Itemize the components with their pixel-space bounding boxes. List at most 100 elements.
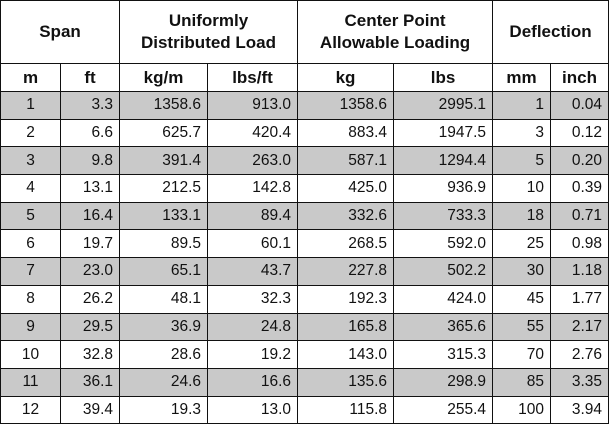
cell: 315.3 <box>392 340 494 369</box>
header-text: Uniformly <box>168 11 249 30</box>
cell: 9.8 <box>60 146 120 176</box>
cell: 10 <box>492 174 552 203</box>
cell: 1 <box>492 91 552 120</box>
data-row: 1 3.3 1358.6 913.0 1358.6 2995.1 1 0.04 <box>0 91 609 120</box>
data-row: 11 36.1 24.6 16.6 135.6 298.9 85 3.35 <box>0 367 609 397</box>
cell: 332.6 <box>297 201 394 231</box>
cell: 936.9 <box>392 174 494 203</box>
cell: 0.04 <box>550 91 609 120</box>
cell: 19.2 <box>207 340 298 369</box>
cell: 16.4 <box>60 201 120 231</box>
cell: 36.1 <box>60 367 120 397</box>
cell: 425.0 <box>297 174 394 203</box>
cell: 3.35 <box>550 367 609 397</box>
data-row: 7 23.0 65.1 43.7 227.8 502.2 30 1.18 <box>0 257 609 286</box>
data-row: 3 9.8 391.4 263.0 587.1 1294.4 5 0.20 <box>0 146 609 176</box>
data-row: 5 16.4 133.1 89.4 332.6 733.3 18 0.71 <box>0 201 609 231</box>
cell: 60.1 <box>207 229 298 259</box>
cell: 85 <box>492 367 552 397</box>
cell: 212.5 <box>119 174 208 203</box>
cell: 55 <box>492 312 552 342</box>
cell: 255.4 <box>392 395 494 425</box>
cell: 142.8 <box>207 174 298 203</box>
cell: 133.1 <box>119 201 208 231</box>
cell: 3.94 <box>550 395 609 425</box>
cell: 89.5 <box>119 229 208 259</box>
cell: 45 <box>492 284 552 314</box>
cell: 1.18 <box>550 257 609 286</box>
cell: 39.4 <box>60 395 120 425</box>
data-row: 6 19.7 89.5 60.1 268.5 592.0 25 0.98 <box>0 229 609 259</box>
header-text: Span <box>39 22 81 41</box>
cell: 4 <box>0 174 61 203</box>
cell: 502.2 <box>392 257 494 286</box>
unit-header: m <box>0 63 61 92</box>
cell: 192.3 <box>297 284 394 314</box>
header-text: Center Point <box>344 11 446 30</box>
cell: 16.6 <box>207 367 298 397</box>
cell: 6.6 <box>60 118 120 148</box>
cell: 2.17 <box>550 312 609 342</box>
unit-header: kg/m <box>119 63 208 92</box>
unit-header: lbs <box>392 63 494 92</box>
cell: 0.20 <box>550 146 609 176</box>
cell: 883.4 <box>297 118 394 148</box>
cell: 26.2 <box>60 284 120 314</box>
cell: 913.0 <box>207 91 298 120</box>
data-row: 8 26.2 48.1 32.3 192.3 424.0 45 1.77 <box>0 284 609 314</box>
cell: 143.0 <box>297 340 394 369</box>
cell: 391.4 <box>119 146 208 176</box>
cell: 18 <box>492 201 552 231</box>
cell: 19.3 <box>119 395 208 425</box>
cell: 28.6 <box>119 340 208 369</box>
cell: 2.76 <box>550 340 609 369</box>
cell: 0.12 <box>550 118 609 148</box>
cell: 36.9 <box>119 312 208 342</box>
cell: 5 <box>492 146 552 176</box>
cell: 587.1 <box>297 146 394 176</box>
cell: 13.0 <box>207 395 298 425</box>
cell: 625.7 <box>119 118 208 148</box>
cell: 115.8 <box>297 395 394 425</box>
cell: 1 <box>0 91 61 120</box>
cell: 5 <box>0 201 61 231</box>
cell: 29.5 <box>60 312 120 342</box>
header-row: Span Uniformly Distributed Load Center Poin… <box>0 0 609 64</box>
data-row: 12 39.4 19.3 13.0 115.8 255.4 100 3.94 <box>0 395 609 425</box>
cell: 424.0 <box>392 284 494 314</box>
group-header: Uniformly Distributed Load <box>119 0 298 64</box>
cell: 13.1 <box>60 174 120 203</box>
data-row: 2 6.6 625.7 420.4 883.4 1947.5 3 0.12 <box>0 118 609 148</box>
cell: 24.6 <box>119 367 208 397</box>
cell: 268.5 <box>297 229 394 259</box>
group-header: Span <box>0 0 120 64</box>
data-row: 10 32.8 28.6 19.2 143.0 315.3 70 2.76 <box>0 340 609 369</box>
cell: 0.98 <box>550 229 609 259</box>
header-text: Distributed Load <box>140 33 277 52</box>
cell: 1.77 <box>550 284 609 314</box>
unit-header: lbs/ft <box>207 63 298 92</box>
unit-header: kg <box>297 63 394 92</box>
cell: 3 <box>0 146 61 176</box>
cell: 1358.6 <box>297 91 394 120</box>
unit-header: mm <box>492 63 552 92</box>
cell: 2 <box>0 118 61 148</box>
cell: 70 <box>492 340 552 369</box>
cell: 6 <box>0 229 61 259</box>
cell: 0.39 <box>550 174 609 203</box>
cell: 25 <box>492 229 552 259</box>
cell: 8 <box>0 284 61 314</box>
cell: 0.71 <box>550 201 609 231</box>
cell: 11 <box>0 367 61 397</box>
unit-row: m ft kg/m lbs/ft kg lbs mm inch <box>0 63 609 92</box>
cell: 89.4 <box>207 201 298 231</box>
cell: 1294.4 <box>392 146 494 176</box>
group-header: Center Point Allowable Loading <box>296 0 494 64</box>
cell: 592.0 <box>392 229 494 259</box>
cell: 2995.1 <box>392 91 494 120</box>
cell: 165.8 <box>297 312 394 342</box>
cell: 3.3 <box>60 91 120 120</box>
cell: 1947.5 <box>392 118 494 148</box>
